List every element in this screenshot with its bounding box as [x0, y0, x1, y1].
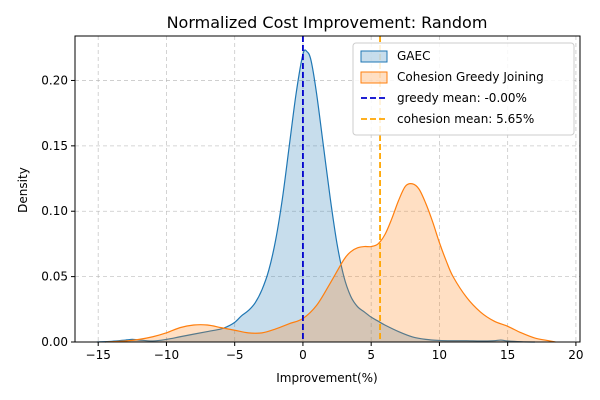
- x-tick-label: −10: [154, 348, 179, 362]
- legend-item-gaec: GAEC: [360, 49, 430, 63]
- x-tick-label: 20: [568, 348, 583, 362]
- density-area-cohesion: [105, 183, 556, 342]
- x-tick-label: 10: [432, 348, 447, 362]
- density-line-cohesion: [105, 182, 556, 343]
- legend-swatch: [360, 71, 388, 84]
- x-tick-label: −5: [226, 348, 244, 362]
- x-tick-label: 0: [299, 348, 307, 362]
- chart-title: Normalized Cost Improvement: Random: [167, 13, 488, 32]
- legend-label: cohesion mean: 5.65%: [397, 112, 534, 126]
- y-tick-label: 0.15: [41, 139, 68, 153]
- legend-swatch: [360, 50, 388, 63]
- y-axis: 0.00 0.05 0.10 0.15 0.20: [41, 73, 75, 349]
- x-axis: −15 −10 −5 0 5 10 15 20: [86, 342, 584, 362]
- x-tick-label: 15: [500, 348, 515, 362]
- y-tick-label: 0.05: [41, 270, 68, 284]
- legend-item-cohesion: Cohesion Greedy Joining: [360, 70, 544, 84]
- legend-box: [352, 42, 575, 136]
- legend-item-cohesion-mean: cohesion mean: 5.65%: [361, 112, 534, 126]
- legend-item-greedy-mean: greedy mean: -0.00%: [361, 91, 527, 105]
- legend-label: greedy mean: -0.00%: [397, 91, 527, 105]
- legend: GAEC Cohesion Greedy Joining greedy mean: …: [352, 42, 575, 136]
- y-axis-label: Density: [16, 167, 30, 213]
- y-tick-label: 0.20: [41, 73, 68, 87]
- plot-frame: [74, 35, 581, 343]
- series-layer: [96, 49, 556, 343]
- legend-label: GAEC: [397, 49, 430, 63]
- x-tick-label: 5: [367, 348, 375, 362]
- legend-label: Cohesion Greedy Joining: [397, 70, 544, 84]
- density-line-gaec: [96, 49, 535, 343]
- x-tick-label: −15: [86, 348, 111, 362]
- y-tick-label: 0.00: [41, 335, 68, 349]
- y-tick-label: 0.10: [41, 204, 68, 218]
- density-area-gaec: [96, 49, 535, 343]
- x-axis-label: Improvement(%): [276, 371, 378, 385]
